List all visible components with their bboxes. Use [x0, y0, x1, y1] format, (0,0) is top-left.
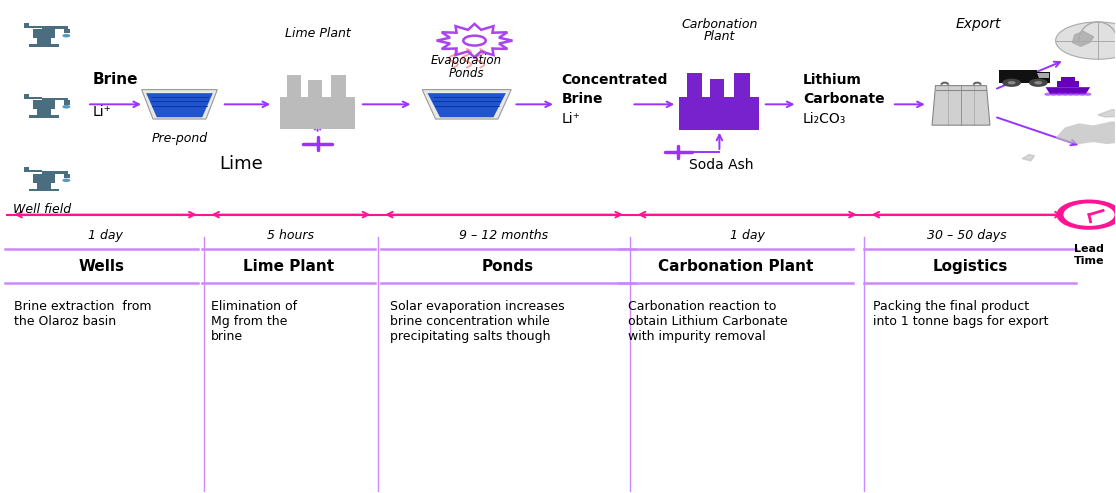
Text: Carbonation Plant: Carbonation Plant: [658, 259, 814, 274]
Text: Li₂CO₃: Li₂CO₃: [802, 112, 846, 126]
Bar: [1060, 77, 1075, 81]
Text: Brine: Brine: [93, 72, 138, 87]
Circle shape: [1050, 93, 1057, 96]
Polygon shape: [1022, 155, 1035, 161]
Bar: [1057, 81, 1079, 87]
Bar: [41, 98, 68, 100]
Polygon shape: [1037, 73, 1049, 78]
Text: Lead: Lead: [1074, 244, 1104, 254]
Text: Evaporation: Evaporation: [431, 54, 502, 67]
Bar: [710, 78, 724, 97]
Circle shape: [62, 105, 70, 108]
Text: Brine: Brine: [561, 92, 603, 106]
Text: Concentrated: Concentrated: [561, 73, 667, 87]
Text: Li⁺: Li⁺: [93, 105, 112, 119]
Text: Ponds: Ponds: [482, 259, 533, 274]
Bar: [64, 174, 69, 178]
Bar: [32, 29, 55, 38]
Bar: [680, 97, 760, 130]
Text: Wells: Wells: [78, 259, 125, 274]
Bar: [37, 102, 51, 118]
Circle shape: [62, 34, 70, 37]
Bar: [37, 176, 51, 191]
Text: Carbonation: Carbonation: [681, 18, 758, 32]
Text: 5 hours: 5 hours: [268, 229, 315, 242]
Bar: [23, 26, 41, 28]
Bar: [29, 115, 59, 118]
Text: Lime Plant: Lime Plant: [285, 27, 350, 40]
Bar: [23, 97, 41, 99]
Circle shape: [1061, 93, 1068, 96]
Polygon shape: [280, 75, 355, 129]
Text: Li⁺: Li⁺: [561, 112, 580, 126]
Circle shape: [1008, 81, 1016, 84]
Circle shape: [1085, 93, 1091, 96]
Circle shape: [1078, 93, 1086, 96]
Polygon shape: [680, 73, 760, 130]
Text: Carbonate: Carbonate: [802, 92, 885, 106]
Text: Export: Export: [955, 17, 1001, 32]
Text: Pre-pond: Pre-pond: [152, 132, 208, 145]
Circle shape: [1029, 79, 1048, 87]
Text: Time: Time: [1074, 256, 1104, 266]
Circle shape: [1072, 93, 1080, 96]
Text: Brine extraction  from
the Olaroz basin: Brine extraction from the Olaroz basin: [13, 300, 151, 328]
Bar: [1035, 72, 1050, 83]
Bar: [331, 75, 346, 97]
Circle shape: [1067, 93, 1075, 96]
Bar: [308, 80, 323, 97]
Text: Packing the final product
into 1 tonne bags for export: Packing the final product into 1 tonne b…: [873, 300, 1049, 328]
Polygon shape: [1056, 121, 1116, 144]
Bar: [29, 44, 59, 46]
Bar: [64, 29, 69, 34]
Text: Lithium: Lithium: [802, 73, 862, 87]
Bar: [280, 97, 355, 129]
Bar: [23, 170, 41, 172]
Circle shape: [1058, 201, 1116, 228]
Bar: [41, 171, 68, 174]
Text: Logistics: Logistics: [932, 259, 1008, 274]
Text: 1 day: 1 day: [88, 229, 123, 242]
Text: Well field: Well field: [12, 203, 70, 216]
Bar: [287, 75, 301, 97]
Text: Lime: Lime: [220, 155, 263, 173]
Circle shape: [1045, 93, 1051, 96]
Text: Ponds: Ponds: [449, 67, 484, 80]
Circle shape: [1064, 204, 1115, 226]
Text: 1 day: 1 day: [730, 229, 764, 242]
Polygon shape: [142, 90, 218, 119]
Bar: [687, 73, 702, 97]
Bar: [32, 174, 55, 183]
Text: 30 – 50 days: 30 – 50 days: [927, 229, 1007, 242]
Bar: [23, 167, 29, 172]
Polygon shape: [422, 90, 511, 119]
Bar: [29, 189, 59, 191]
Bar: [23, 94, 29, 99]
Polygon shape: [1072, 31, 1094, 46]
Circle shape: [1002, 79, 1021, 87]
Bar: [41, 27, 68, 29]
Polygon shape: [427, 93, 506, 117]
Circle shape: [1056, 22, 1116, 59]
Circle shape: [1056, 93, 1062, 96]
Bar: [64, 100, 69, 105]
Bar: [734, 73, 750, 97]
Polygon shape: [1098, 109, 1116, 117]
Circle shape: [62, 178, 70, 182]
Polygon shape: [932, 86, 990, 125]
Polygon shape: [146, 93, 213, 117]
Bar: [999, 70, 1037, 83]
Bar: [37, 31, 51, 46]
Bar: [23, 23, 29, 28]
Text: 9 – 12 months: 9 – 12 months: [460, 229, 549, 242]
Text: Carbonation reaction to
obtain Lithium Carbonate
with impurity removal: Carbonation reaction to obtain Lithium C…: [628, 300, 788, 344]
Circle shape: [1035, 81, 1042, 84]
Text: Lime Plant: Lime Plant: [243, 259, 334, 274]
Text: Plant: Plant: [704, 30, 735, 43]
Text: Elimination of
Mg from the
brine: Elimination of Mg from the brine: [211, 300, 297, 344]
Text: Solar evaporation increases
brine concentration while
precipitating salts though: Solar evaporation increases brine concen…: [389, 300, 565, 344]
Polygon shape: [1046, 87, 1090, 94]
Text: Soda Ash: Soda Ash: [690, 158, 754, 172]
Bar: [32, 100, 55, 109]
